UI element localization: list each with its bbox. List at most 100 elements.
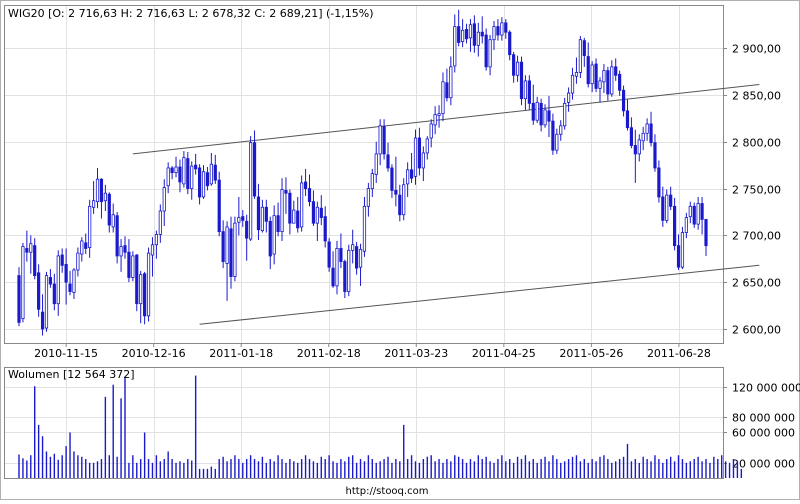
candle-body [206,173,208,186]
candle-body [505,23,507,32]
candle-body [642,133,644,140]
candle-body [265,207,267,221]
price-tick-label: 2 800,00 [732,137,781,150]
candle-body [218,180,220,231]
candle-body [96,179,98,201]
candle-body [705,219,707,245]
candle-body [359,249,361,267]
candle-body [139,275,141,304]
candle-body [316,207,318,223]
volume-tick-label: 120 000 000 [732,382,800,395]
candle-body [320,208,322,217]
volume-tick-label: 80 000 000 [732,412,795,425]
candle-body [26,248,28,252]
candle-body [662,197,664,220]
candle-body [524,81,526,99]
candle-body [442,82,444,114]
date-tick-label: 2011-03-23 [384,347,448,360]
candle-body [579,40,581,73]
source-footer[interactable]: http://stooq.com [346,486,429,497]
date-tick-label: 2010-11-15 [34,347,98,360]
candle-body [73,270,75,292]
candle-body [544,110,546,125]
volume-tick-label: 20 000 000 [732,458,795,471]
candle-body [336,248,338,285]
price-tick-label: 2 650,00 [732,277,781,290]
candle-body [159,211,161,234]
candle-body [238,218,240,223]
candle-body [406,170,408,184]
candle-body [512,55,514,76]
candle-body [324,217,326,241]
candle-body [556,134,558,150]
candle-body [81,241,83,254]
price-tick-label: 2 900,00 [732,43,781,56]
candle-body [167,168,169,186]
candle-body [666,195,668,220]
price-tick-label: 2 850,00 [732,90,781,103]
candle-body [591,65,593,84]
candle-body [595,64,597,88]
date-tick-label: 2010-12-16 [122,347,186,360]
date-tick-label: 2011-05-26 [559,347,623,360]
candle-body [171,168,173,173]
candle-body [646,124,648,133]
candle-body [399,195,401,215]
candle-body [375,154,377,175]
candle-body [57,256,59,304]
candle-body [461,30,463,41]
candle-body [575,72,577,76]
candle-body [532,103,534,120]
candle-body [163,188,165,211]
candle-body [673,206,675,245]
candle-body [367,189,369,207]
candle-body [104,193,106,200]
candle-body [230,229,232,277]
candle-body [120,247,122,256]
candle-body [328,242,330,267]
candle-body [454,27,456,66]
candle-body [187,159,189,189]
candle-body [450,67,452,98]
candle-body [300,183,302,227]
candle-body [242,217,244,221]
candle-body [249,143,251,239]
candle-body [226,227,228,264]
candle-body [485,35,487,67]
candle-body [340,248,342,261]
candle-body [658,168,660,197]
candle-body [124,246,126,253]
candle-body [132,256,134,278]
candle-body [689,206,691,216]
candle-body [210,164,212,184]
candle-body [418,138,420,168]
candle-body [281,189,283,231]
candle-body [493,27,495,40]
candle-body [351,245,353,251]
candle-body [383,127,385,154]
candle-body [108,194,110,225]
candle-body [41,312,43,329]
candle-body [603,71,605,82]
candle-body [22,247,24,319]
candle-body [391,168,393,190]
candle-body [426,139,428,153]
candle-body [136,255,138,304]
candle-body [693,206,695,224]
candle-body [516,62,518,75]
candle-body [677,246,679,268]
candle-body [18,276,20,323]
candle-body [528,81,530,103]
candle-body [285,190,287,193]
candle-body [257,197,259,230]
candle-body [297,211,299,228]
candle-body [583,41,585,56]
candle-body [634,145,636,153]
candle-body [179,167,181,182]
price-panel-title: WIG20 [O: 2 716,63 H: 2 716,63 L: 2 678,… [8,7,374,20]
candle-body [414,138,416,176]
candle-body [489,40,491,67]
candle-body [155,234,157,244]
candle-body [669,195,671,206]
